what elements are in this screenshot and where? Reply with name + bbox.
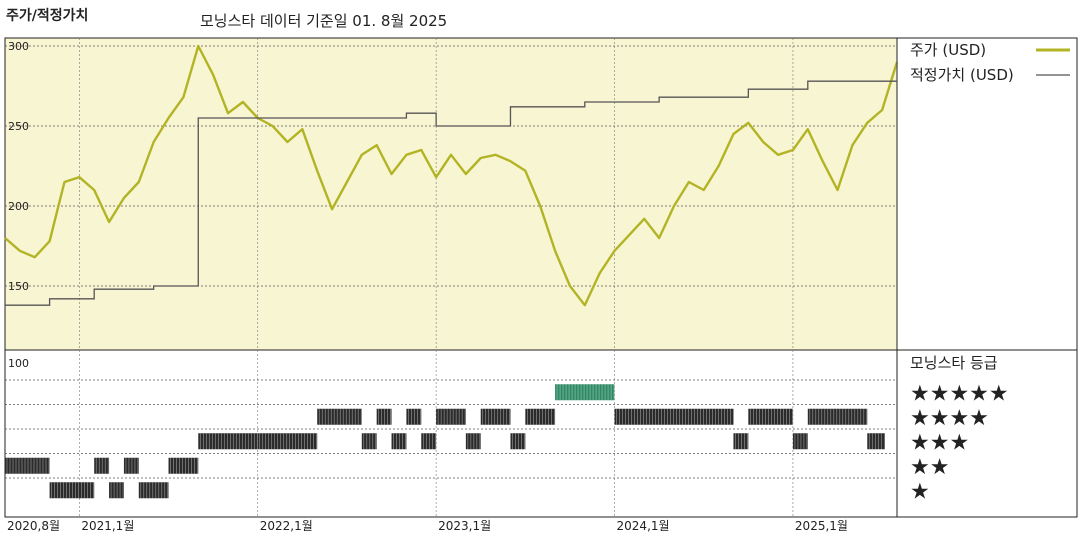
rating-legend-stars-5: ★★★★★ bbox=[910, 381, 1009, 406]
rating-bar bbox=[807, 408, 868, 425]
rating-bar bbox=[287, 433, 318, 450]
legend-price-label: 주가 (USD) bbox=[910, 41, 986, 59]
x-tick-label: 2022,1월 bbox=[260, 519, 313, 533]
y-tick-label: 250 bbox=[8, 120, 29, 133]
x-tick-label: 2020,8월 bbox=[7, 519, 60, 533]
series-lines bbox=[4, 44, 899, 307]
x-tick-label: 2023,1월 bbox=[438, 519, 491, 533]
x-tick-label: 2021,1월 bbox=[81, 519, 134, 533]
rating-bar bbox=[257, 433, 288, 450]
x-tick-label: 2024,1월 bbox=[617, 519, 670, 533]
fair-value-line bbox=[5, 54, 898, 306]
legend-panel bbox=[896, 37, 1078, 351]
rating-bar bbox=[867, 433, 885, 450]
rating-bar bbox=[480, 408, 511, 425]
price-panel-background bbox=[4, 37, 898, 351]
y-tick-label: 150 bbox=[8, 280, 29, 293]
rating-legend-stars-3: ★★★ bbox=[910, 430, 969, 455]
chart-title: 주가/적정가치 bbox=[6, 7, 88, 24]
rating-legend-stars-4: ★★★★ bbox=[910, 406, 989, 431]
rating-bar bbox=[525, 408, 556, 425]
price-line bbox=[4, 44, 899, 307]
x-tick-label: 2025,1월 bbox=[795, 519, 848, 533]
rating-legend-panel bbox=[896, 349, 1078, 518]
axis-ticks: 300 250 200 150 2020,8월 2021,1월 2022,1월 2023,1월… bbox=[7, 40, 848, 533]
rating-legend-stars-1: ★ bbox=[910, 479, 930, 504]
rating-bar bbox=[138, 482, 169, 499]
rating-bar bbox=[555, 384, 615, 401]
y-tick-label: 300 bbox=[8, 40, 29, 53]
rating-bar bbox=[436, 408, 466, 425]
legend-fair-value-label: 적정가치 (USD) bbox=[910, 66, 1014, 84]
rating-legend-stars: ★★★★★★★★★★★★★★★ bbox=[910, 381, 1009, 504]
rating-legend-stars-2: ★★ bbox=[910, 455, 949, 480]
rating-legend-title: 모닝스타 등급 bbox=[910, 354, 998, 372]
rating-bar bbox=[168, 457, 199, 474]
rating-bar bbox=[198, 433, 258, 450]
rating-bars bbox=[5, 384, 885, 499]
y-tick-label: 200 bbox=[8, 200, 29, 213]
chart-subtitle: 모닝스타 데이터 기준일 01. 8월 2025 bbox=[200, 12, 447, 30]
rating-axis-label: 100 bbox=[8, 357, 29, 370]
